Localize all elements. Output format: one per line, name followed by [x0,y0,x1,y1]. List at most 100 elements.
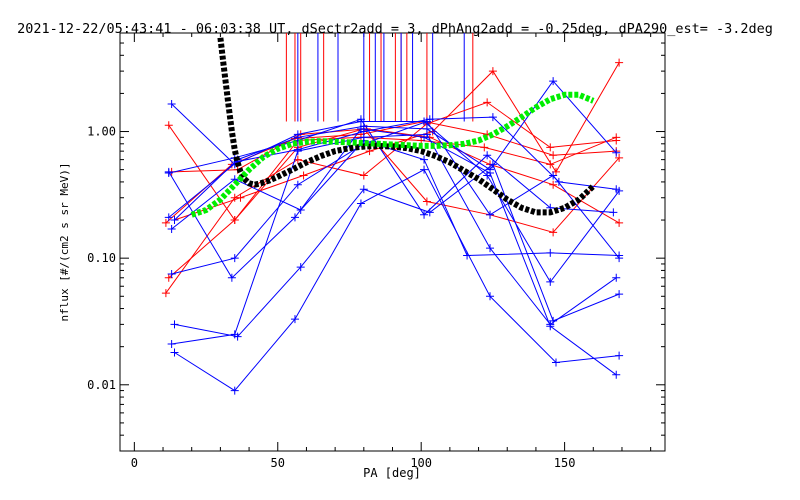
red-series-line [171,128,620,224]
axis-ticks: 0 50 100 150 0.01 0.10 1.00 [87,33,665,470]
x-tick-label: 100 [410,456,432,470]
y-tick-label: 1.00 [87,125,116,139]
red-series-line [165,101,617,294]
blue-data-point [549,171,558,180]
blue-data-point [420,165,429,174]
blue-data-point [359,185,368,194]
blue-data-point [612,185,621,194]
red-data-point [483,98,492,107]
blue-series-line [168,116,617,218]
blue-data-point [293,180,302,189]
blue-data-point [164,213,173,222]
red-series-line [174,62,620,221]
blue-data-point [420,133,429,142]
blue-data-point [612,148,621,157]
y-tick-label: 0.10 [87,251,116,265]
blue-data-point [167,224,176,233]
red-data-point [549,228,558,237]
blue-data-point [486,210,495,219]
red-data-point [236,193,245,202]
blue-data-point [167,269,176,278]
blue-data-point [483,151,492,160]
blue-data-point [296,206,305,215]
red-data-point [161,289,170,298]
x-tick-label: 0 [131,456,138,470]
blue-data-point [609,208,618,217]
blue-data-point [420,155,429,164]
blue-data-point [546,322,555,331]
red-data-point [230,216,239,225]
red-data-point [546,160,555,169]
blue-data-point [356,115,365,124]
blue-data-point [488,160,497,169]
blue-data-point [170,320,179,329]
blue-data-point [549,316,558,325]
blue-data-point [290,315,299,324]
blue-data-point [546,248,555,257]
blue-data-point [170,216,179,225]
blue-data-point [293,133,302,142]
blue-series-line [171,120,620,275]
red-data-point [615,153,624,162]
blue-data-point [359,127,368,136]
blue-series-line [171,103,620,283]
red-data-point [359,171,368,180]
red-series-line [168,125,620,233]
blue-series-line [174,169,620,392]
blue-data-point [552,358,560,367]
blue-series-line [168,128,617,376]
red-data-point [161,218,170,227]
red-data-point [615,218,624,227]
blue-data-point [164,169,173,178]
blue-data-point [227,273,236,282]
blue-data-point [612,370,621,379]
blue-data-point [167,99,176,108]
blue-data-point [549,77,558,86]
blue-series-line [168,118,614,216]
blue-series-line [174,163,620,338]
blue-data-point [422,124,431,133]
blue-data-point [296,263,305,272]
red-data-point [422,197,431,206]
blue-data-point [293,145,302,154]
blue-data-point [233,332,242,341]
blue-data-point [167,339,176,348]
plot-area [161,33,624,395]
blue-data-point [615,290,624,299]
y-tick-label: 0.01 [87,378,116,392]
red-series-line [168,136,617,279]
red-data-point [615,58,624,67]
x-tick-label: 50 [271,456,285,470]
red-data-point [549,151,558,160]
blue-series-line [174,80,617,221]
x-axis-label: PA [deg] [363,466,421,480]
blue-data-point [463,251,472,260]
red-data-point [549,180,558,189]
red-data-point [488,67,497,76]
red-data-point [164,121,173,130]
blue-data-point [486,165,495,174]
blue-data-point [612,273,621,282]
blue-data-point [486,244,495,253]
black-fit-curve [217,37,596,216]
green-fit-curve [190,91,595,218]
blue-series-line [171,139,620,257]
red-data-point [299,171,308,180]
blue-data-point [554,177,563,186]
blue-data-point [425,115,434,124]
blue-data-point [290,213,299,222]
red-data-point [546,143,555,152]
blue-series-line [171,133,617,345]
blue-data-point [170,348,179,357]
blue-data-point [615,251,624,260]
red-data-point [612,133,621,142]
x-tick-label: 150 [554,456,576,470]
blue-data-point [420,210,429,219]
blue-data-point [486,292,495,301]
y-axis-label: nflux [#/(cm2 s sr MeV)] [58,163,71,322]
blue-data-point [546,277,555,286]
red-data-point [480,143,489,152]
blue-data-point [488,113,497,122]
blue-data-point [230,254,239,263]
